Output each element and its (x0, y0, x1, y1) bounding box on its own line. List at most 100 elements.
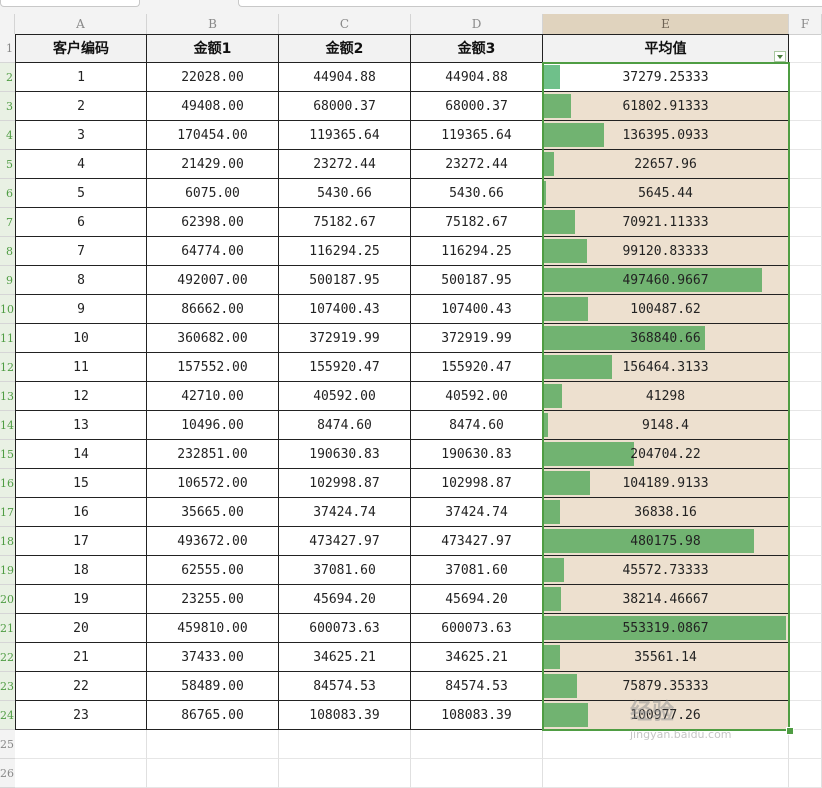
header-cell[interactable]: 金额3 (411, 34, 543, 63)
table-cell[interactable]: 106572.00 (147, 469, 279, 498)
table-cell[interactable]: 108083.39 (411, 701, 543, 730)
row-header-15[interactable]: 15 (0, 440, 15, 469)
table-cell[interactable]: 35665.00 (147, 498, 279, 527)
average-cell[interactable]: 553319.0867 (543, 614, 789, 643)
table-cell[interactable]: 8474.60 (411, 411, 543, 440)
empty-cell[interactable] (789, 411, 822, 440)
table-cell[interactable]: 8474.60 (279, 411, 411, 440)
table-cell[interactable]: 68000.37 (411, 92, 543, 121)
empty-cell[interactable] (789, 324, 822, 353)
column-header-e[interactable]: E (543, 14, 789, 34)
row-header-12[interactable]: 12 (0, 353, 15, 382)
table-cell[interactable]: 473427.97 (279, 527, 411, 556)
average-cell[interactable]: 70921.11333 (543, 208, 789, 237)
table-cell[interactable]: 492007.00 (147, 266, 279, 295)
row-header-20[interactable]: 20 (0, 585, 15, 614)
table-cell[interactable]: 23255.00 (147, 585, 279, 614)
empty-cell[interactable] (789, 92, 822, 121)
table-cell[interactable]: 372919.99 (411, 324, 543, 353)
empty-cell[interactable] (543, 759, 789, 788)
table-cell[interactable]: 360682.00 (147, 324, 279, 353)
select-all-corner[interactable] (0, 14, 15, 34)
table-cell[interactable]: 1 (15, 63, 147, 92)
average-cell[interactable]: 37279.25333 (543, 63, 789, 92)
average-cell[interactable]: 368840.66 (543, 324, 789, 353)
table-cell[interactable]: 190630.83 (279, 440, 411, 469)
row-header-24[interactable]: 24 (0, 701, 15, 730)
row-header-16[interactable]: 16 (0, 469, 15, 498)
table-cell[interactable]: 84574.53 (411, 672, 543, 701)
table-cell[interactable]: 37081.60 (279, 556, 411, 585)
average-cell[interactable]: 41298 (543, 382, 789, 411)
row-header-21[interactable]: 21 (0, 614, 15, 643)
average-cell[interactable]: 497460.9667 (543, 266, 789, 295)
row-header-23[interactable]: 23 (0, 672, 15, 701)
average-cell[interactable]: 22657.96 (543, 150, 789, 179)
row-header-5[interactable]: 5 (0, 150, 15, 179)
column-header-a[interactable]: A (15, 14, 147, 34)
empty-cell[interactable] (789, 382, 822, 411)
empty-cell[interactable] (789, 527, 822, 556)
table-cell[interactable]: 44904.88 (279, 63, 411, 92)
table-cell[interactable]: 21429.00 (147, 150, 279, 179)
table-cell[interactable]: 12 (15, 382, 147, 411)
table-cell[interactable]: 6 (15, 208, 147, 237)
table-cell[interactable]: 68000.37 (279, 92, 411, 121)
average-cell[interactable]: 45572.73333 (543, 556, 789, 585)
table-cell[interactable]: 7 (15, 237, 147, 266)
table-cell[interactable]: 86765.00 (147, 701, 279, 730)
average-cell[interactable]: 5645.44 (543, 179, 789, 208)
average-cell[interactable]: 36838.16 (543, 498, 789, 527)
table-cell[interactable]: 34625.21 (411, 643, 543, 672)
table-cell[interactable]: 5430.66 (411, 179, 543, 208)
table-cell[interactable]: 107400.43 (411, 295, 543, 324)
row-header-7[interactable]: 7 (0, 208, 15, 237)
empty-cell[interactable] (789, 179, 822, 208)
table-cell[interactable]: 22028.00 (147, 63, 279, 92)
table-cell[interactable]: 6075.00 (147, 179, 279, 208)
empty-cell[interactable] (789, 208, 822, 237)
column-header-f[interactable]: F (789, 14, 822, 34)
row-header-19[interactable]: 19 (0, 556, 15, 585)
table-cell[interactable]: 49408.00 (147, 92, 279, 121)
average-cell[interactable]: 204704.22 (543, 440, 789, 469)
empty-cell[interactable] (789, 34, 822, 63)
empty-cell[interactable] (789, 469, 822, 498)
table-cell[interactable]: 19 (15, 585, 147, 614)
average-cell[interactable]: 480175.98 (543, 527, 789, 556)
table-cell[interactable]: 116294.25 (411, 237, 543, 266)
table-cell[interactable]: 107400.43 (279, 295, 411, 324)
empty-cell[interactable] (789, 585, 822, 614)
header-cell[interactable]: 客户编码 (15, 34, 147, 63)
table-cell[interactable]: 600073.63 (279, 614, 411, 643)
table-cell[interactable]: 37424.74 (279, 498, 411, 527)
table-cell[interactable]: 10 (15, 324, 147, 353)
table-cell[interactable]: 3 (15, 121, 147, 150)
average-cell[interactable]: 38214.46667 (543, 585, 789, 614)
row-header-17[interactable]: 17 (0, 498, 15, 527)
table-cell[interactable]: 473427.97 (411, 527, 543, 556)
filter-dropdown-icon[interactable] (774, 51, 786, 62)
table-cell[interactable]: 64774.00 (147, 237, 279, 266)
table-cell[interactable]: 44904.88 (411, 63, 543, 92)
table-cell[interactable]: 40592.00 (279, 382, 411, 411)
column-header-d[interactable]: D (411, 14, 543, 34)
empty-cell[interactable] (147, 730, 279, 759)
average-cell[interactable]: 35561.14 (543, 643, 789, 672)
table-cell[interactable]: 157552.00 (147, 353, 279, 382)
table-cell[interactable]: 34625.21 (279, 643, 411, 672)
table-cell[interactable]: 500187.95 (411, 266, 543, 295)
empty-cell[interactable] (789, 440, 822, 469)
row-header-9[interactable]: 9 (0, 266, 15, 295)
empty-cell[interactable] (789, 556, 822, 585)
table-cell[interactable]: 4 (15, 150, 147, 179)
table-cell[interactable]: 58489.00 (147, 672, 279, 701)
average-cell[interactable]: 75879.35333 (543, 672, 789, 701)
table-cell[interactable]: 500187.95 (279, 266, 411, 295)
fill-handle[interactable] (786, 727, 794, 735)
row-header-6[interactable]: 6 (0, 179, 15, 208)
empty-cell[interactable] (789, 121, 822, 150)
table-cell[interactable]: 45694.20 (279, 585, 411, 614)
row-header-8[interactable]: 8 (0, 237, 15, 266)
sheet-tab[interactable] (0, 0, 140, 7)
